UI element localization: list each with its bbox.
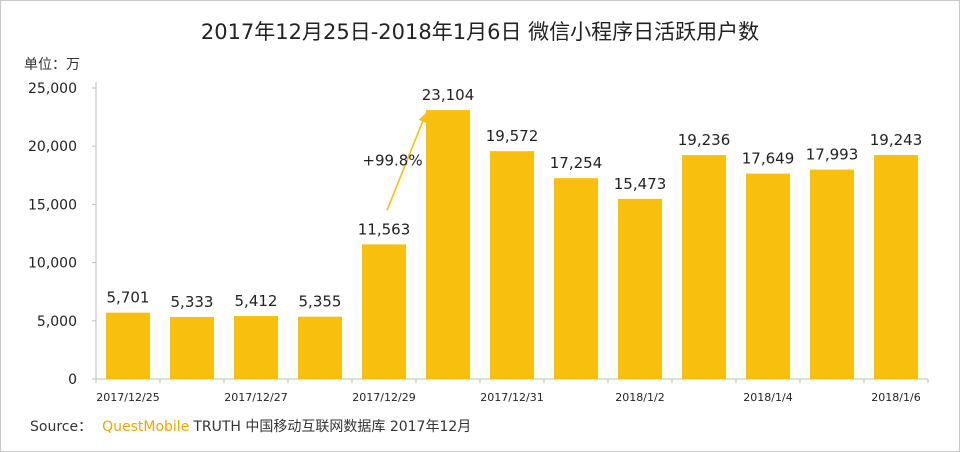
data-label: 19,572 xyxy=(486,127,539,145)
questmobile-logo: QuestMobile xyxy=(102,419,190,435)
label-layer: 5,701 2017/12/25 5,333 5,412 2017/12/27 5,355… xyxy=(96,86,922,404)
data-label: 15,473 xyxy=(614,175,667,193)
source-prefix: Source： xyxy=(30,419,93,435)
axis-layer: 0 5,000 10,000 15,000 20,000 25,000 xyxy=(28,81,929,388)
bar xyxy=(426,110,470,379)
data-label: 17,254 xyxy=(550,154,603,172)
x-tick-label: 2017/12/31 xyxy=(480,391,543,404)
bar xyxy=(554,178,598,379)
bar xyxy=(362,244,406,379)
bar xyxy=(490,151,534,379)
bar xyxy=(170,316,214,379)
bar xyxy=(234,316,278,379)
y-tick-label: 10,000 xyxy=(28,256,77,272)
data-label: 17,649 xyxy=(742,150,795,168)
data-label: 23,104 xyxy=(422,86,475,104)
data-label: 5,333 xyxy=(171,293,214,311)
x-tick-label: 2018/1/4 xyxy=(743,391,792,404)
bar xyxy=(298,316,342,379)
unit-label: 单位：万 xyxy=(24,57,80,73)
x-tick-label: 2018/1/6 xyxy=(871,391,920,404)
x-tick-label: 2017/12/29 xyxy=(352,391,415,404)
bar xyxy=(106,312,150,379)
bar xyxy=(874,155,918,379)
y-tick-label: 20,000 xyxy=(28,139,77,155)
x-tick-label: 2017/12/25 xyxy=(96,391,159,404)
chart-title: 2017年12月25日-2018年1月6日 微信小程序日活跃用户数 xyxy=(200,20,760,44)
x-tick-label: 2017/12/27 xyxy=(224,391,287,404)
source-suffix: TRUTH 中国移动互联网数据库 2017年12月 xyxy=(193,419,472,435)
growth-arrow-line xyxy=(386,121,424,211)
x-tick-label: 2018/1/2 xyxy=(615,391,664,404)
y-tick-label: 0 xyxy=(68,372,77,388)
bar-layer xyxy=(106,110,918,379)
y-tick-label: 15,000 xyxy=(28,197,77,213)
data-label: 5,701 xyxy=(107,289,150,307)
data-label: 11,563 xyxy=(358,220,411,238)
source-line: Source： QuestMobile TRUTH 中国移动互联网数据库 2017年… xyxy=(30,416,471,436)
y-tick-label: 5,000 xyxy=(37,314,77,330)
data-label: 17,993 xyxy=(806,146,859,164)
data-label: 19,236 xyxy=(678,131,731,149)
y-tick-label: 25,000 xyxy=(28,81,77,97)
data-label: 5,355 xyxy=(299,293,342,311)
growth-label: +99.8% xyxy=(362,152,422,170)
bar xyxy=(618,198,662,379)
growth-arrow-head xyxy=(418,113,427,124)
bar xyxy=(746,173,790,379)
data-label: 19,243 xyxy=(870,131,923,149)
annotation-layer: +99.8% xyxy=(362,113,427,211)
data-label: 5,412 xyxy=(235,292,278,310)
bar xyxy=(682,155,726,379)
bar xyxy=(810,169,854,379)
